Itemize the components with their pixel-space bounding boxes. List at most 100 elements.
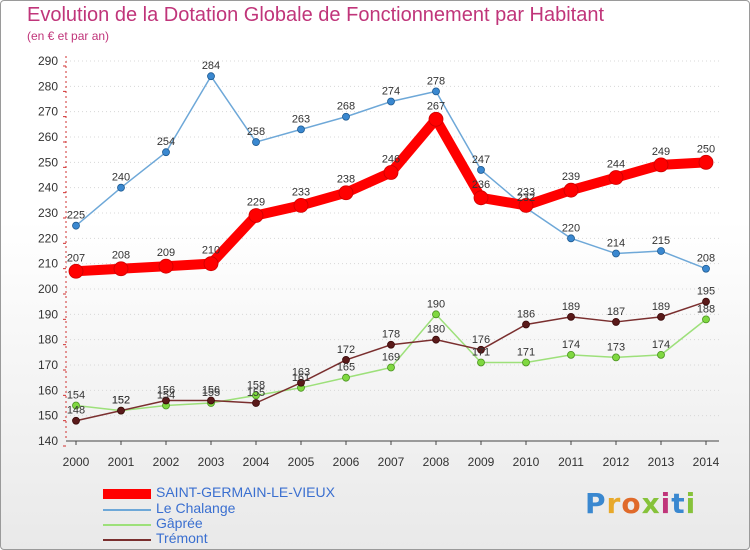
data-label: 171 xyxy=(472,346,490,358)
data-label: 233 xyxy=(292,186,310,198)
data-point xyxy=(252,399,260,407)
data-point xyxy=(248,208,264,223)
data-label: 215 xyxy=(652,235,670,247)
x-tick-label: 2007 xyxy=(378,455,405,469)
data-point xyxy=(293,197,309,213)
data-point xyxy=(252,138,260,146)
data-label: 156 xyxy=(157,384,175,396)
data-label: 250 xyxy=(697,143,715,155)
data-point xyxy=(117,406,125,415)
data-label: 174 xyxy=(562,339,580,351)
x-tick-label: 2012 xyxy=(603,455,630,469)
data-labels: 225 240 254 284 258 263 268 274 278 247 232 220 214 2… xyxy=(67,60,715,417)
data-label: 267 xyxy=(427,100,445,112)
data-point xyxy=(72,416,80,425)
data-point xyxy=(252,391,260,400)
data-label: 239 xyxy=(562,171,580,183)
data-point xyxy=(432,87,440,96)
data-point xyxy=(698,154,714,170)
data-label: 172 xyxy=(337,344,355,356)
data-label: 240 xyxy=(112,172,130,184)
data-point xyxy=(477,345,485,354)
data-label: 190 xyxy=(427,298,445,310)
data-label: 171 xyxy=(517,346,535,358)
data-point xyxy=(612,353,620,362)
x-tick-label: 2003 xyxy=(198,455,225,469)
data-label: 232 xyxy=(517,192,535,204)
data-point xyxy=(567,350,575,359)
y-tick-label: 290 xyxy=(38,54,58,68)
data-label: 236 xyxy=(472,179,490,191)
data-point xyxy=(567,312,575,321)
data-point xyxy=(207,72,215,81)
data-label: 209 xyxy=(157,247,175,259)
data-label: 165 xyxy=(337,362,355,374)
grid xyxy=(66,60,719,442)
legend-swatch-tremont xyxy=(103,539,151,541)
data-point xyxy=(297,125,305,134)
x-tick-label: 2008 xyxy=(423,455,450,469)
y-tick-label: 200 xyxy=(38,282,58,296)
data-label: 263 xyxy=(292,113,310,125)
data-label: 163 xyxy=(292,367,310,379)
data-point xyxy=(297,378,305,387)
chart-title: Evolution de la Dotation Globale de Fonc… xyxy=(27,4,605,26)
data-label: 208 xyxy=(112,250,130,262)
data-point xyxy=(387,97,395,106)
x-tick-label: 2009 xyxy=(468,455,495,469)
data-point xyxy=(432,310,440,319)
y-tick-label: 140 xyxy=(38,434,58,448)
x-tick-label: 2002 xyxy=(153,455,180,469)
y-tick-label: 240 xyxy=(38,181,58,195)
y-tick-label: 220 xyxy=(38,231,58,245)
data-label: 158 xyxy=(247,379,265,391)
data-point xyxy=(567,234,575,243)
data-label: 207 xyxy=(67,252,85,264)
data-point xyxy=(387,363,395,372)
y-tick-label: 260 xyxy=(38,130,58,144)
data-point xyxy=(702,297,710,306)
x-tick-label: 2005 xyxy=(288,455,315,469)
data-point xyxy=(702,264,710,273)
data-point xyxy=(477,358,485,367)
data-point xyxy=(203,256,219,272)
data-label: 208 xyxy=(697,253,715,265)
data-label: 152 xyxy=(112,395,130,407)
y-tick-label: 190 xyxy=(38,307,58,321)
data-point xyxy=(338,185,354,201)
data-point xyxy=(518,197,534,213)
legend-label-le-chalange: Le Chalange xyxy=(156,500,236,516)
data-label: 284 xyxy=(202,60,220,72)
data-label: 154 xyxy=(157,390,175,402)
x-tick-label: 2006 xyxy=(333,455,360,469)
x-tick-label: 2001 xyxy=(108,455,135,469)
data-label: 161 xyxy=(292,372,310,384)
data-point xyxy=(522,358,530,367)
data-label: 186 xyxy=(517,308,535,320)
legend-swatch-saint-germain xyxy=(103,489,151,499)
data-label: 173 xyxy=(607,341,625,353)
data-label: 155 xyxy=(247,387,265,399)
y-tick-label: 160 xyxy=(38,383,58,397)
data-point xyxy=(342,356,350,364)
data-point xyxy=(657,312,665,321)
data-label: 258 xyxy=(247,126,265,138)
y-tick-label: 180 xyxy=(38,333,58,347)
data-point xyxy=(657,247,665,255)
data-point xyxy=(473,190,489,206)
data-point xyxy=(68,263,84,279)
data-point xyxy=(612,318,620,326)
y-tick-label: 230 xyxy=(38,206,58,220)
data-point xyxy=(162,396,170,405)
x-tick-label: 2004 xyxy=(243,455,270,469)
data-point xyxy=(342,373,350,382)
data-point xyxy=(72,401,80,410)
data-point xyxy=(342,112,350,121)
data-label: 210 xyxy=(202,245,220,257)
data-point xyxy=(158,258,174,274)
series-layer xyxy=(68,72,714,425)
data-label: 246 xyxy=(382,153,400,165)
data-point xyxy=(113,261,129,277)
x-axis: 2000 2001 2002 2003 2004 2005 2006 2007 2008 2009… xyxy=(63,440,720,469)
